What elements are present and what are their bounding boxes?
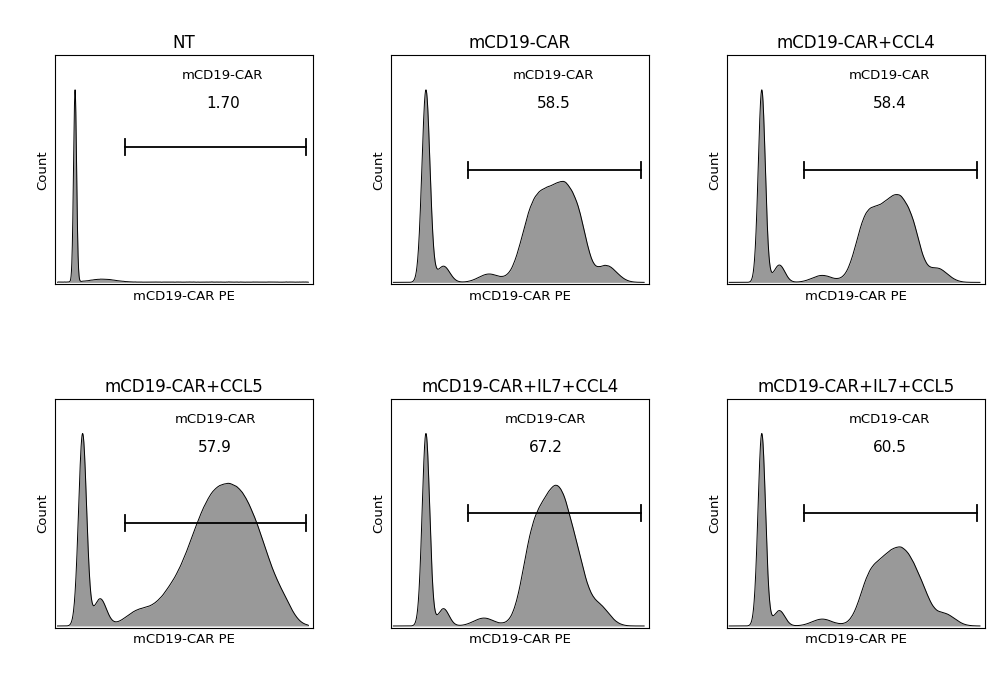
Y-axis label: Count: Count bbox=[372, 493, 385, 533]
Y-axis label: Count: Count bbox=[36, 493, 49, 533]
Text: 58.5: 58.5 bbox=[537, 97, 570, 111]
X-axis label: mCD19-CAR PE: mCD19-CAR PE bbox=[805, 290, 907, 303]
Title: mCD19-CAR+IL7+CCL5: mCD19-CAR+IL7+CCL5 bbox=[757, 378, 954, 396]
Text: mCD19-CAR: mCD19-CAR bbox=[513, 69, 594, 82]
Text: 57.9: 57.9 bbox=[198, 440, 232, 455]
X-axis label: mCD19-CAR PE: mCD19-CAR PE bbox=[133, 633, 235, 647]
Text: 67.2: 67.2 bbox=[529, 440, 563, 455]
Text: 1.70: 1.70 bbox=[206, 97, 240, 111]
Text: mCD19-CAR: mCD19-CAR bbox=[505, 413, 587, 426]
Title: mCD19-CAR+CCL4: mCD19-CAR+CCL4 bbox=[776, 34, 935, 52]
Y-axis label: Count: Count bbox=[708, 150, 721, 190]
X-axis label: mCD19-CAR PE: mCD19-CAR PE bbox=[805, 633, 907, 647]
Title: NT: NT bbox=[173, 34, 196, 52]
Text: mCD19-CAR: mCD19-CAR bbox=[849, 69, 930, 82]
Title: mCD19-CAR+CCL5: mCD19-CAR+CCL5 bbox=[105, 378, 264, 396]
X-axis label: mCD19-CAR PE: mCD19-CAR PE bbox=[133, 290, 235, 303]
Text: mCD19-CAR: mCD19-CAR bbox=[849, 413, 930, 426]
Y-axis label: Count: Count bbox=[372, 150, 385, 190]
Y-axis label: Count: Count bbox=[36, 150, 49, 190]
Title: mCD19-CAR+IL7+CCL4: mCD19-CAR+IL7+CCL4 bbox=[421, 378, 619, 396]
Title: mCD19-CAR: mCD19-CAR bbox=[469, 34, 571, 52]
X-axis label: mCD19-CAR PE: mCD19-CAR PE bbox=[469, 290, 571, 303]
Text: mCD19-CAR: mCD19-CAR bbox=[182, 69, 264, 82]
Text: mCD19-CAR: mCD19-CAR bbox=[174, 413, 256, 426]
Y-axis label: Count: Count bbox=[708, 493, 721, 533]
Text: 60.5: 60.5 bbox=[872, 440, 906, 455]
X-axis label: mCD19-CAR PE: mCD19-CAR PE bbox=[469, 633, 571, 647]
Text: 58.4: 58.4 bbox=[873, 97, 906, 111]
